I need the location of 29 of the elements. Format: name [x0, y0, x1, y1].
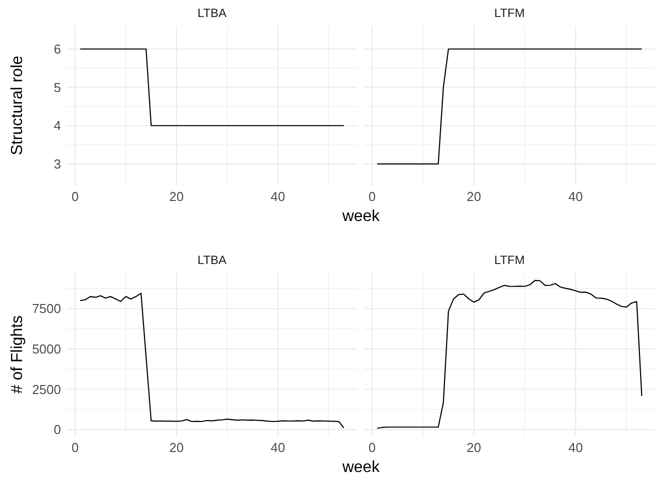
chart-title: LTBA	[197, 253, 227, 267]
x-tick-label: 20	[466, 189, 482, 204]
chart-title: LTFM	[494, 6, 525, 20]
chart-title: LTFM	[494, 253, 525, 267]
y-tick-label: 5000	[32, 341, 61, 356]
y-tick-label: 6	[54, 42, 61, 57]
x-tick-label: 20	[466, 440, 482, 455]
chart-title: LTBA	[197, 6, 227, 20]
x-tick-label: 0	[368, 440, 376, 455]
x-tick-label: 40	[270, 189, 286, 204]
y-axis-title: Structural role	[9, 56, 26, 156]
x-tick-label: 0	[71, 189, 79, 204]
x-tick-label: 40	[270, 440, 286, 455]
y-tick-label: 7500	[32, 301, 61, 316]
y-tick-label: 4	[54, 118, 61, 134]
y-tick-label: 5	[54, 80, 61, 95]
x-tick-label: 0	[368, 189, 376, 204]
line-series	[80, 292, 344, 428]
x-tick-label: 40	[568, 189, 583, 204]
x-tick-label: 0	[71, 440, 79, 455]
x-tick-label: 20	[169, 440, 184, 455]
x-axis-title: week	[341, 459, 381, 476]
x-axis-title: week	[341, 208, 381, 225]
x-tick-label: 40	[568, 440, 583, 455]
y-tick-label: 3	[54, 156, 61, 172]
y-axis-title: # of Flights	[9, 315, 26, 394]
y-tick-label: 2500	[32, 382, 61, 397]
y-tick-label: 0	[54, 422, 61, 438]
x-tick-label: 20	[169, 189, 184, 204]
